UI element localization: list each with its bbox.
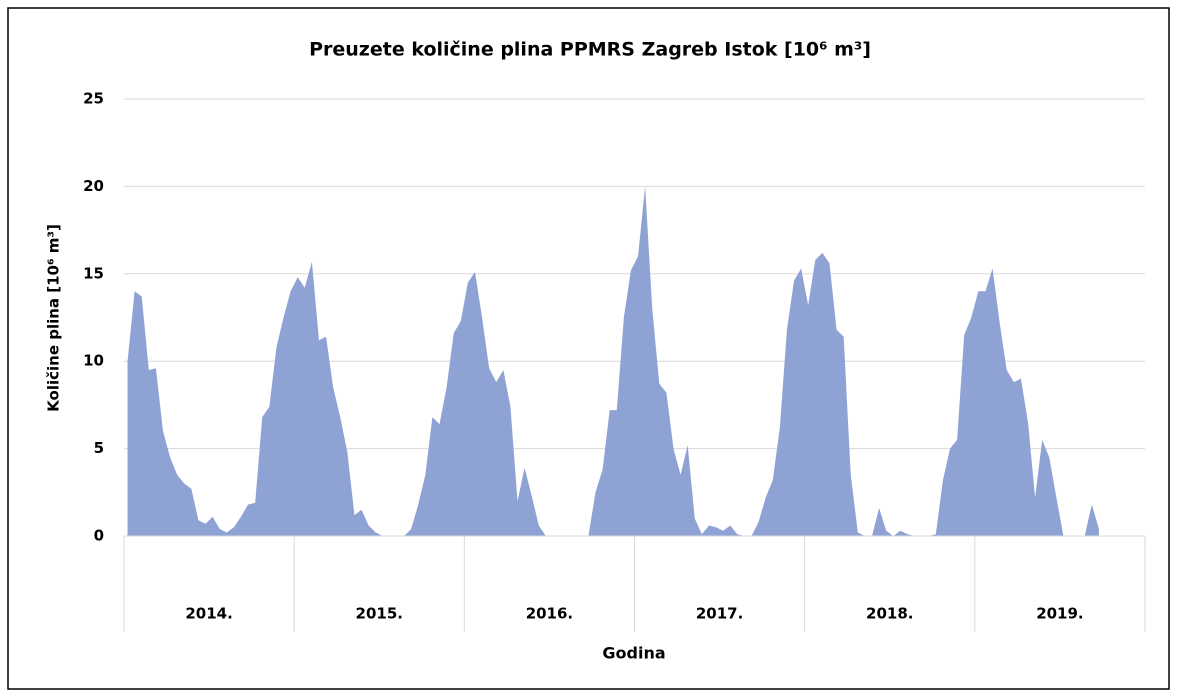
- x-axis-label: Godina: [602, 644, 665, 663]
- y-axis-label: Količine plina [10⁶ m³]: [45, 224, 63, 412]
- x-group-label: 2014.: [185, 605, 232, 623]
- chart-title: Preuzete količine plina PPMRS Zagreb Ist…: [309, 39, 871, 61]
- x-group-label: 2016.: [526, 605, 573, 623]
- area: [127, 186, 1099, 536]
- y-tick-label: 10: [83, 352, 104, 370]
- x-group-label: 2019.: [1036, 605, 1083, 623]
- y-tick-label: 0: [94, 527, 104, 545]
- y-tick-label: 20: [83, 177, 104, 195]
- x-group-label: 2017.: [696, 605, 743, 623]
- y-tick-label: 5: [94, 439, 104, 457]
- x-group-label: 2015.: [356, 605, 403, 623]
- y-tick-label: 15: [83, 264, 104, 282]
- x-group-label: 2018.: [866, 605, 913, 623]
- y-tick-label: 25: [83, 90, 104, 108]
